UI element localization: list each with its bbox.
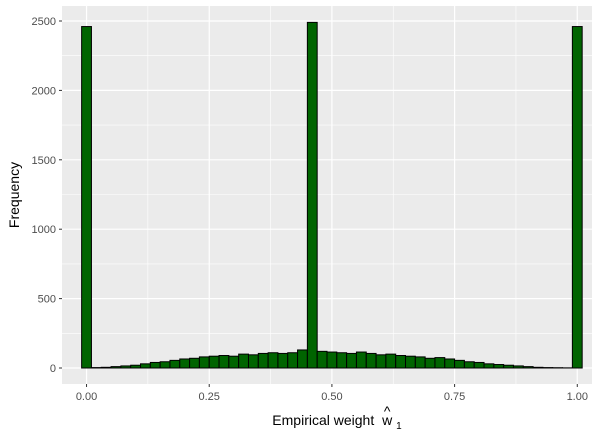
histogram-bar bbox=[81, 26, 92, 369]
histogram-bar bbox=[189, 357, 200, 369]
histogram-bar bbox=[208, 355, 220, 369]
x-axis-ticks: 0.00 0.25 0.50 0.75 1.00 bbox=[76, 384, 588, 403]
histogram-bar bbox=[336, 352, 348, 369]
x-tick-label: 0.75 bbox=[444, 391, 465, 403]
histogram-bar bbox=[473, 361, 485, 369]
y-axis-title: Frequency bbox=[6, 162, 22, 228]
histogram-bar bbox=[414, 356, 426, 369]
histogram-bar bbox=[198, 356, 210, 369]
histogram-bar bbox=[493, 364, 505, 369]
histogram-bar bbox=[228, 355, 240, 369]
histogram-bar bbox=[140, 363, 151, 369]
histogram-bar bbox=[267, 352, 279, 369]
histogram-bar bbox=[306, 21, 318, 369]
plot-panel bbox=[62, 6, 592, 384]
histogram-bars bbox=[81, 21, 583, 369]
histogram-bar bbox=[454, 359, 465, 369]
histogram-bar bbox=[247, 354, 259, 369]
histogram-bar bbox=[257, 352, 269, 369]
histogram-bar bbox=[365, 352, 377, 369]
histogram-bar bbox=[110, 366, 122, 369]
x-tick-label: 0.50 bbox=[321, 391, 342, 403]
y-tick-label: 500 bbox=[38, 294, 56, 306]
y-tick-label: 0 bbox=[50, 363, 56, 375]
histogram-bar bbox=[346, 352, 357, 369]
histogram-bar bbox=[277, 352, 289, 369]
histogram-bar bbox=[463, 361, 475, 369]
histogram-bar bbox=[405, 355, 416, 369]
histogram-bar bbox=[316, 350, 328, 369]
x-axis-title: Empirical weight w 1 bbox=[272, 412, 402, 432]
x-axis-title-text: Empirical weight bbox=[272, 412, 374, 428]
histogram-bar bbox=[571, 26, 583, 369]
histogram-bar bbox=[130, 364, 142, 369]
histogram-bar bbox=[375, 354, 387, 369]
histogram-bar bbox=[149, 361, 161, 369]
histogram-bar bbox=[100, 366, 112, 369]
x-axis-title-hat: ^ bbox=[384, 403, 391, 419]
x-tick-label: 1.00 bbox=[567, 391, 588, 403]
histogram-bar bbox=[179, 358, 191, 369]
x-tick-label: 0.00 bbox=[76, 391, 97, 403]
histogram-bar bbox=[503, 364, 514, 369]
histogram-bar bbox=[532, 366, 544, 369]
histogram-bar bbox=[483, 363, 495, 369]
histogram-bar bbox=[395, 355, 407, 369]
x-tick-label: 0.25 bbox=[199, 391, 220, 403]
histogram-bar bbox=[522, 366, 534, 369]
histogram-bar bbox=[385, 353, 397, 369]
y-tick-label: 1500 bbox=[32, 155, 56, 167]
y-tick-label: 1000 bbox=[32, 224, 56, 236]
histogram-bar bbox=[238, 353, 249, 369]
histogram-bar bbox=[434, 357, 446, 369]
histogram-bar bbox=[169, 359, 181, 369]
histogram-bar bbox=[218, 355, 230, 369]
histogram-bar bbox=[444, 358, 456, 369]
y-tick-label: 2000 bbox=[32, 85, 56, 97]
histogram-bar bbox=[120, 365, 132, 369]
x-axis-title-subscript: 1 bbox=[396, 421, 402, 432]
x-axis-title-symbol: w bbox=[381, 412, 393, 428]
y-tick-label: 2500 bbox=[32, 16, 56, 28]
histogram-bar bbox=[355, 351, 367, 369]
histogram-bar bbox=[326, 351, 338, 369]
histogram-bar bbox=[159, 361, 171, 369]
y-axis-ticks: 0 500 1000 1500 2000 2500 bbox=[32, 16, 62, 375]
histogram-bar bbox=[287, 352, 299, 369]
grid-minor bbox=[62, 6, 592, 384]
histogram-bar bbox=[512, 365, 524, 369]
histogram-bar bbox=[424, 357, 436, 369]
histogram-bar bbox=[297, 349, 308, 369]
